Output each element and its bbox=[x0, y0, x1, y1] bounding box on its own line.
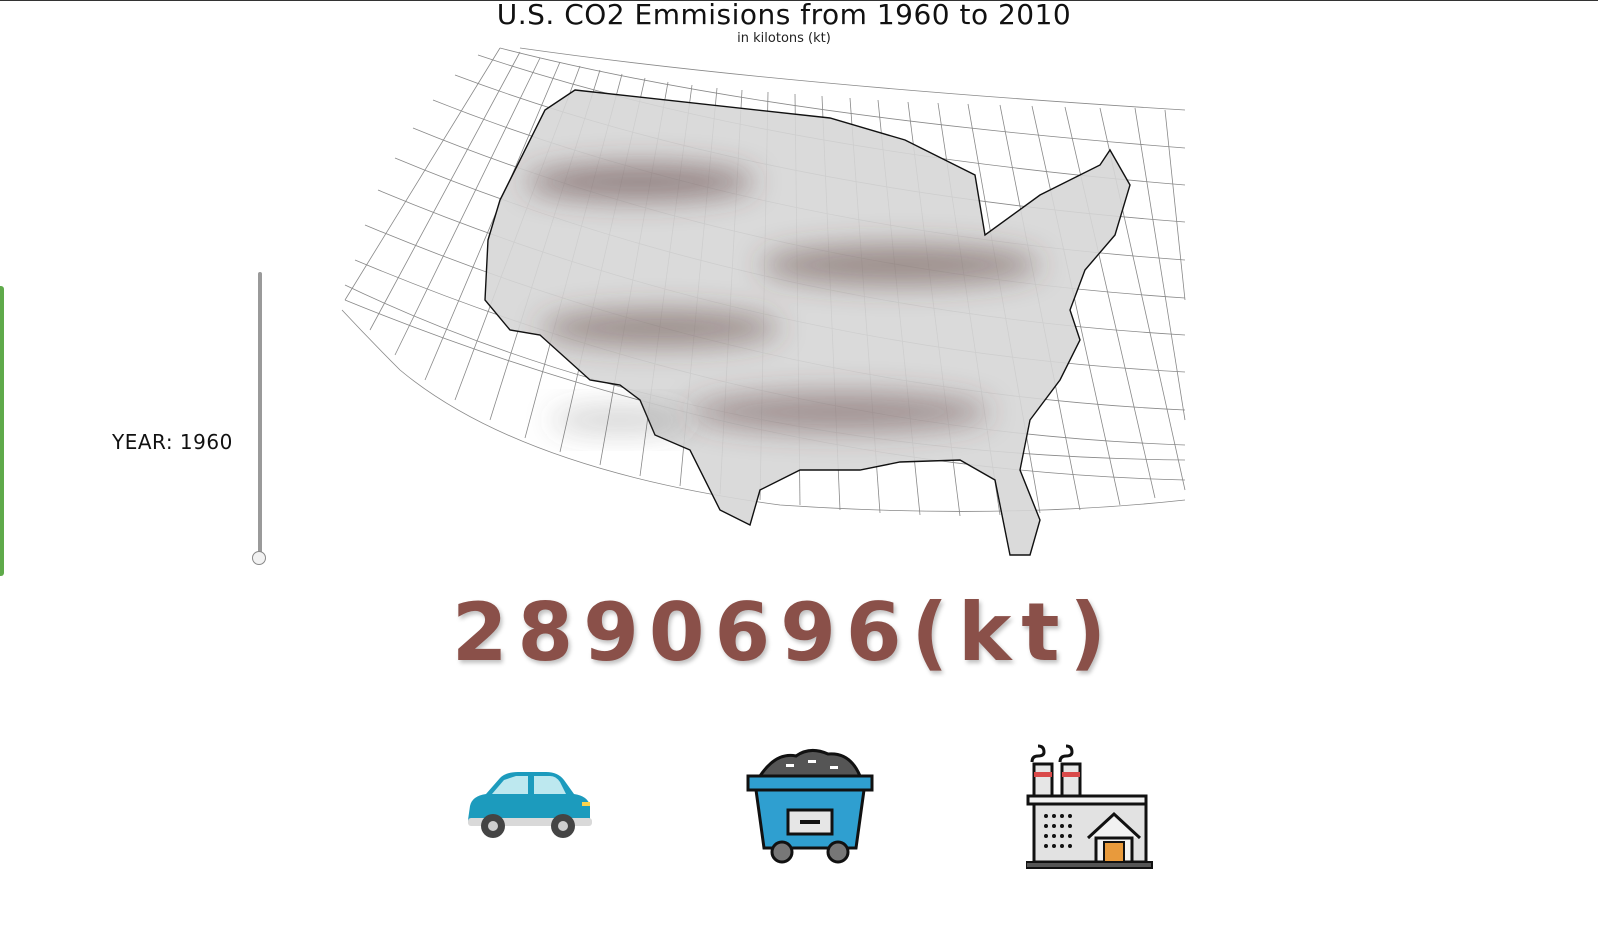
emission-hotspot-spill bbox=[550, 406, 690, 434]
year-slider[interactable] bbox=[258, 272, 262, 556]
factory-icon[interactable] bbox=[1026, 742, 1154, 872]
top-rule bbox=[0, 0, 1598, 1]
emission-hotspots bbox=[525, 164, 1040, 432]
side-panel-tab[interactable] bbox=[0, 286, 4, 576]
emission-value: 2890696(kt) bbox=[451, 586, 1117, 679]
year-label: YEAR: 1960 bbox=[112, 430, 233, 454]
car-icon[interactable] bbox=[466, 770, 594, 842]
coal-cart-icon[interactable] bbox=[746, 744, 874, 868]
us-outline bbox=[484, 89, 1131, 556]
year-slider-handle[interactable] bbox=[252, 551, 266, 565]
us-map bbox=[341, 47, 1186, 556]
page-subtitle: in kilotons (kt) bbox=[737, 31, 831, 46]
page-title: U.S. CO2 Emmisions from 1960 to 2010 bbox=[496, 0, 1072, 31]
